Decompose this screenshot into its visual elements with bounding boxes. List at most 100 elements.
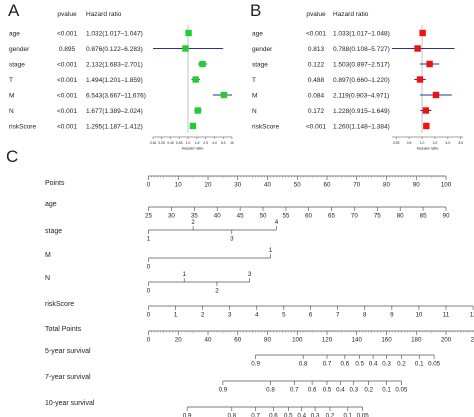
axis-tick-label: 0.16 <box>150 141 157 145</box>
tick-label: 70 <box>351 213 358 220</box>
tick-label: 0.7 <box>251 413 260 417</box>
panel-letter: A <box>8 1 20 20</box>
nomogram-row-label: Points <box>45 180 65 187</box>
nomogram-row: Points 0 10 20 30 40 50 60 70 80 90 100 <box>45 175 452 189</box>
tick-label: 80 <box>397 213 404 220</box>
row-hazard-ratio: 1.260(1.148–1.384) <box>333 124 390 131</box>
tick-label: 2 <box>191 219 195 226</box>
row-hazard-ratio: 2.132(1.683–2.701) <box>86 62 143 69</box>
axis-tick-label: 0.25 <box>393 141 400 145</box>
tick-label: 0.8 <box>227 413 236 417</box>
nomogram-row-label: stage <box>45 228 62 235</box>
row-label: N <box>9 108 14 115</box>
axis-tick-label: 1.0 <box>186 141 191 145</box>
tick-label: 0.1 <box>415 361 424 368</box>
row-pvalue: 0.813 <box>308 46 325 53</box>
tick-label: 0.8 <box>299 361 308 368</box>
tick-label: 40 <box>214 213 221 220</box>
tick-label: 45 <box>237 213 244 220</box>
tick-label: 30 <box>168 213 175 220</box>
nomogram-row: 10-year survival 0.9 0.8 0.7 0.6 0.5 0.4 0.3 0.2… <box>45 400 369 417</box>
axis-tick-label: 4.0 <box>212 141 217 145</box>
tick-label: 0.5 <box>284 413 293 417</box>
tick-label: 0.05 <box>428 361 441 368</box>
row-hazard-ratio: 1.032(1.017–1.047) <box>86 31 143 38</box>
tick-label: 1 <box>182 271 186 278</box>
tick-label: 0.6 <box>341 361 350 368</box>
row-pvalue: 0.172 <box>308 108 325 115</box>
axis-tick-label: 4.0 <box>446 141 451 145</box>
tick-label: 0 <box>147 312 151 319</box>
row-label: stage <box>9 62 25 69</box>
row-label: gender <box>252 46 273 53</box>
tick-label: 85 <box>420 213 427 220</box>
axis-tick-label: 0.63 <box>176 141 183 145</box>
row-pvalue: 0.488 <box>308 77 325 84</box>
nomogram-row-label: 7-year survival <box>45 374 91 381</box>
tick-label: 0.1 <box>382 387 391 394</box>
row-hazard-ratio: 6.543(3.667–11.676) <box>86 93 146 100</box>
tick-label: 0.05 <box>357 413 370 417</box>
row-hazard-ratio: 1.228(0.915–1.649) <box>333 108 390 115</box>
tick-label: 5 <box>282 312 286 319</box>
tick-label: 0.9 <box>183 413 192 417</box>
tick-label: 0.3 <box>311 413 320 417</box>
hr-marker <box>416 76 424 83</box>
tick-label: 0.9 <box>219 387 228 394</box>
row-label: N <box>252 108 257 115</box>
tick-label: 140 <box>352 337 363 344</box>
hr-marker <box>414 45 421 52</box>
nomogram-row-label: M <box>45 252 51 259</box>
tick-label: 0.3 <box>349 387 358 394</box>
tick-label: 0 <box>147 182 151 189</box>
row-hazard-ratio: 1.295(1.187–1.412) <box>86 124 143 131</box>
nomogram-row: N 0 1 2 3 <box>45 271 252 295</box>
tick-label: 80 <box>264 337 271 344</box>
row-pvalue: <0.001 <box>306 124 326 131</box>
tick-label: 160 <box>381 337 392 344</box>
tick-label: 7 <box>336 312 340 319</box>
tick-label: 40 <box>205 337 212 344</box>
tick-label: 0.5 <box>323 387 332 394</box>
row-label: M <box>9 93 14 100</box>
tick-label: 120 <box>322 337 333 344</box>
tick-label: 1 <box>269 247 273 254</box>
row-hazard-ratio: 1.033(1.017–1.048) <box>333 31 390 38</box>
panel-letter: B <box>250 1 261 20</box>
tick-label: 55 <box>282 213 289 220</box>
axis-tick-label: 8.0 <box>458 141 463 145</box>
nomogram-row: 7-year survival 0.9 0.8 0.7 0.6 0.5 0.4 0.3 0.2 0… <box>45 374 408 394</box>
axis-title: Hazard ratio <box>182 146 205 151</box>
tick-label: 2 <box>201 312 205 319</box>
tick-label: 3 <box>248 271 252 278</box>
row-pvalue: 0.895 <box>59 46 76 53</box>
hazard-ratio-header: Hazard ratio <box>86 11 122 18</box>
axis-tick-label: 0.5 <box>407 141 412 145</box>
axis-tick-label: 10 <box>230 141 234 145</box>
nomogram-row: riskScore0123456789101112 <box>45 301 474 319</box>
tick-label: 180 <box>411 337 422 344</box>
row-hazard-ratio: 1.494(1.201–1.859) <box>86 77 143 84</box>
tick-label: 0.2 <box>326 413 335 417</box>
tick-label: 220 <box>471 337 474 344</box>
axis-tick-label: 2.0 <box>433 141 438 145</box>
nomogram-row-label: age <box>45 201 57 208</box>
nomogram-row: 5-year survival 0.9 0.8 0.7 0.6 0.5 0.4 0.3 0.2 0… <box>45 348 441 368</box>
row-label: gender <box>9 46 30 53</box>
tick-label: 4 <box>255 312 259 319</box>
tick-label: 0.4 <box>369 361 378 368</box>
hr-marker <box>185 29 192 37</box>
tick-label: 4 <box>275 219 279 226</box>
tick-label: 200 <box>441 337 452 344</box>
hr-marker <box>194 107 202 114</box>
nomogram-row-label: riskScore <box>45 301 74 308</box>
row-label: T <box>9 77 13 84</box>
row-pvalue: <0.001 <box>57 93 77 100</box>
tick-label: 0 <box>147 337 151 344</box>
row-pvalue: <0.001 <box>306 31 326 38</box>
tick-label: 35 <box>191 213 198 220</box>
row-hazard-ratio: 1.503(0.897–2.517) <box>333 62 390 69</box>
tick-label: 0.2 <box>397 361 406 368</box>
